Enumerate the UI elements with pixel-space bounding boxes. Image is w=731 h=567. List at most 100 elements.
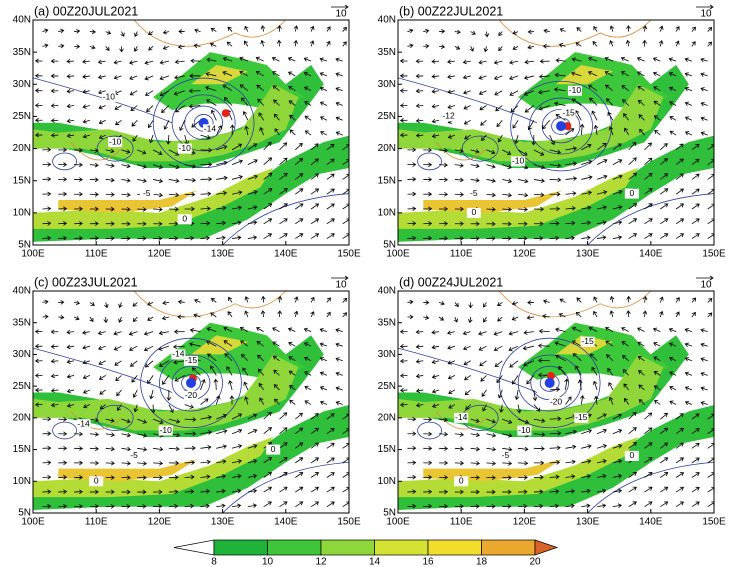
wind-arrow (407, 445, 417, 451)
wind-arrow (74, 475, 84, 480)
wind-arrow (642, 310, 648, 318)
wind-arrow (644, 173, 653, 180)
wind-arrow (216, 413, 228, 420)
wind-arrow (256, 341, 264, 347)
wind-arrow (464, 375, 471, 381)
wind-arrow (684, 328, 693, 333)
wind-arrow (272, 85, 280, 92)
wind-arrow (415, 329, 424, 335)
wind-arrow (50, 88, 59, 94)
wind-arrow (707, 27, 713, 32)
wind-arrow (326, 158, 335, 165)
wind-arrow (669, 101, 677, 106)
wind-arrow (153, 460, 164, 466)
wind-arrow (668, 86, 677, 92)
wind-arrow (637, 355, 645, 362)
wind-arrow (227, 311, 233, 318)
wind-arrow (50, 132, 59, 138)
wind-arrow (539, 59, 550, 64)
wind-arrow (177, 44, 185, 50)
wind-arrow (58, 147, 68, 153)
wind-arrow (549, 221, 560, 226)
wind-arrow (653, 356, 661, 362)
wind-arrow (609, 295, 615, 303)
contour-line (498, 291, 652, 318)
wind-arrow (276, 39, 282, 47)
contour-label-bg (549, 397, 563, 407)
wind-arrow (257, 98, 264, 106)
wind-arrow (415, 133, 424, 138)
shading-high (58, 190, 198, 213)
wind-arrow (549, 206, 561, 212)
wind-arrow (50, 388, 59, 393)
wind-arrow (644, 203, 653, 210)
wind-arrow (486, 236, 496, 241)
wind-arrow (231, 428, 243, 435)
contour-label-bg (158, 425, 173, 436)
wind-arrow (407, 474, 417, 480)
wind-arrow (310, 25, 315, 32)
lat-tick-label: 20N (13, 412, 31, 423)
wind-arrow (279, 173, 288, 180)
wind-arrow (463, 360, 471, 366)
contour-label: -5 (502, 450, 510, 460)
wind-arrow (231, 413, 243, 420)
wind-arrow (571, 340, 582, 347)
wind-arrow (105, 148, 115, 154)
wind-arrow (691, 472, 700, 478)
wind-arrow (399, 329, 408, 335)
wind-arrow (469, 46, 474, 52)
wind-arrow (223, 340, 233, 347)
wind-arrow (231, 190, 243, 195)
wind-arrow (571, 57, 582, 62)
wind-arrow (58, 43, 65, 49)
wind-arrow (577, 379, 583, 391)
wind-arrow (303, 342, 312, 347)
wind-arrow (486, 192, 496, 198)
wind-arrow (115, 119, 122, 126)
wind-arrow (200, 147, 213, 153)
colorbar-under (173, 539, 215, 556)
wind-arrow (326, 233, 335, 239)
wind-arrow (605, 326, 614, 332)
wind-arrow (34, 387, 43, 393)
wind-arrow (42, 162, 52, 167)
wind-arrow (177, 299, 185, 305)
wind-arrow (200, 191, 212, 197)
wind-arrow (272, 71, 280, 77)
wind-arrow (258, 382, 265, 391)
wind-arrow (161, 105, 170, 114)
wind-arrow (98, 119, 106, 125)
contour-label: -5 (130, 450, 138, 460)
wind-arrow (502, 149, 512, 155)
lat-tick-label: 10N (378, 476, 396, 487)
contour-label-bg (498, 450, 513, 461)
wind-arrow (502, 433, 513, 438)
wind-arrow (335, 400, 343, 406)
wind-arrow (242, 367, 249, 376)
wind-arrow (184, 503, 195, 509)
wind-arrow (527, 300, 534, 305)
wind-arrow (675, 442, 684, 449)
wind-arrow (700, 57, 708, 63)
wind-arrow (624, 127, 630, 136)
wind-arrow (66, 118, 75, 124)
map-frame (32, 19, 350, 246)
map-content: -10 -14 -10 -10 -5 0 (33, 20, 349, 245)
contour-line (140, 337, 242, 429)
wind-arrow (288, 385, 296, 391)
wind-arrow (518, 207, 528, 212)
wind-arrow (549, 430, 562, 436)
contour-line (417, 152, 443, 171)
wind-arrow (399, 103, 408, 108)
wind-arrow (168, 418, 181, 424)
wind-arrow (508, 345, 519, 352)
wind-arrow (653, 371, 661, 376)
wind-arrow (589, 353, 598, 362)
wind-arrow (83, 404, 91, 409)
wind-arrow (581, 143, 592, 151)
wind-arrow (517, 149, 528, 156)
wind-arrow (596, 190, 608, 195)
wind-arrow (668, 327, 677, 333)
